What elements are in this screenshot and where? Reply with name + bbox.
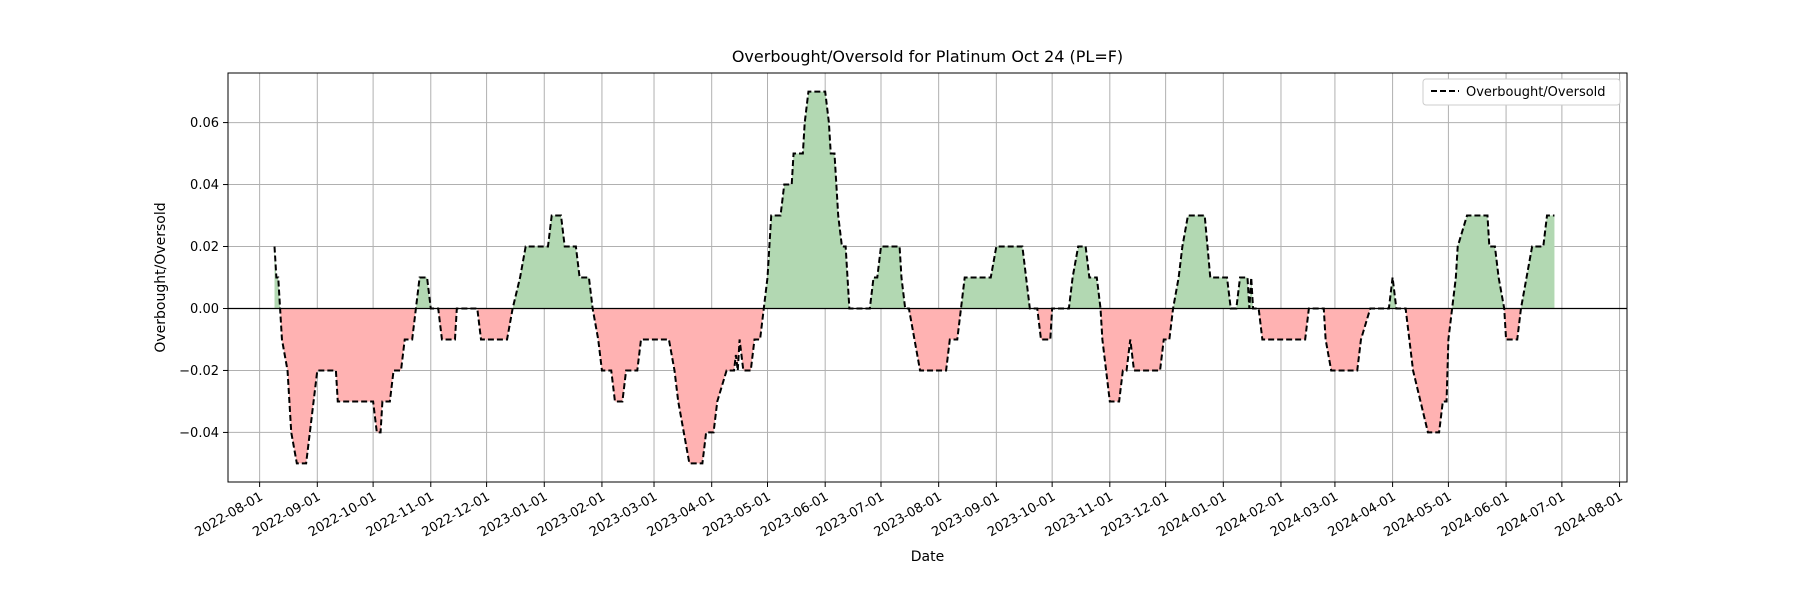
y-tick-label: −0.02 <box>179 364 219 379</box>
grid-layer <box>228 73 1627 482</box>
x-axis-ticks: 2022-08-012022-09-012022-10-012022-11-01… <box>193 482 1626 540</box>
y-tick-label: 0.06 <box>190 116 219 131</box>
chart-title: Overbought/Oversold for Platinum Oct 24 … <box>732 47 1123 66</box>
overbought-area <box>1173 216 1231 309</box>
oversold-area <box>280 308 416 463</box>
y-tick-label: −0.04 <box>179 426 219 441</box>
y-tick-label: 0.02 <box>190 240 219 255</box>
legend: Overbought/Oversold <box>1423 79 1620 105</box>
overbought-area <box>1521 216 1554 309</box>
y-tick-label: 0.00 <box>190 302 219 317</box>
oversold-area <box>909 308 961 370</box>
fill-layer <box>275 92 1555 464</box>
y-axis-ticks: −0.04 −0.02 0.00 0.02 0.04 0.06 <box>179 116 228 441</box>
x-axis-label: Date <box>911 549 944 565</box>
plot-frame <box>228 73 1627 482</box>
legend-label: Overbought/Oversold <box>1466 85 1606 100</box>
oversold-area <box>593 308 764 463</box>
y-tick-label: 0.04 <box>190 178 219 193</box>
oversold-area <box>1259 308 1309 339</box>
overbought-area <box>513 216 593 309</box>
series-line <box>275 92 1555 464</box>
y-axis-label: Overbought/Oversold <box>153 202 169 352</box>
oversold-area <box>1324 308 1371 370</box>
overbought-area <box>764 92 850 309</box>
